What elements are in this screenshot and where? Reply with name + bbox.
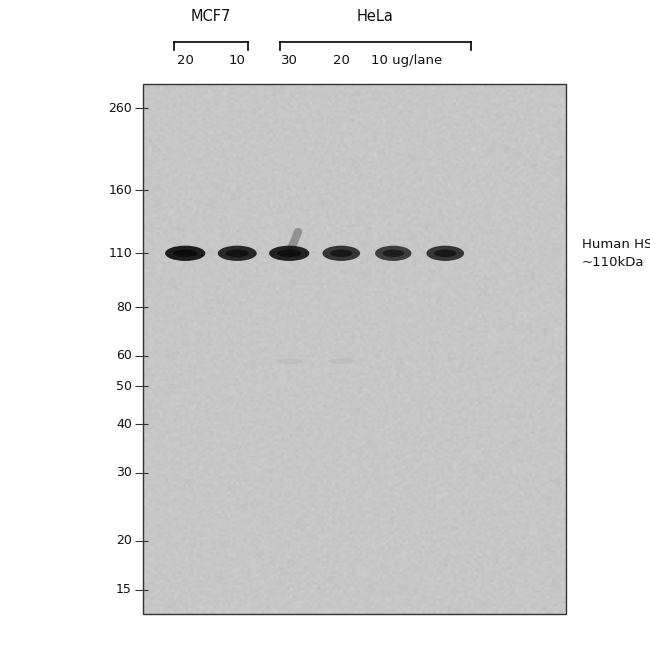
Ellipse shape <box>322 245 360 261</box>
Ellipse shape <box>277 249 302 257</box>
Ellipse shape <box>375 245 411 261</box>
Text: 20: 20 <box>333 54 350 67</box>
Ellipse shape <box>330 249 352 257</box>
Text: 80: 80 <box>116 300 132 313</box>
Text: 110: 110 <box>108 247 132 260</box>
Text: 30: 30 <box>116 466 132 479</box>
Text: MCF7: MCF7 <box>191 9 231 24</box>
Bar <box>143 84 566 614</box>
Ellipse shape <box>382 249 404 257</box>
Text: 15: 15 <box>116 583 132 596</box>
Text: 50: 50 <box>116 380 132 393</box>
Text: HeLa: HeLa <box>357 9 393 24</box>
Ellipse shape <box>269 245 309 261</box>
Ellipse shape <box>328 359 354 364</box>
Ellipse shape <box>218 245 257 261</box>
Text: 20: 20 <box>116 534 132 548</box>
Ellipse shape <box>276 359 302 364</box>
Text: Human HSPA4
~110kDa: Human HSPA4 ~110kDa <box>582 238 650 269</box>
Text: 30: 30 <box>281 54 298 67</box>
FancyArrowPatch shape <box>291 232 298 251</box>
Ellipse shape <box>226 249 249 257</box>
Text: 20: 20 <box>177 54 194 67</box>
Ellipse shape <box>165 245 205 261</box>
Text: 60: 60 <box>116 349 132 362</box>
Text: 10: 10 <box>229 54 246 67</box>
Ellipse shape <box>434 249 456 257</box>
Text: 40: 40 <box>116 417 132 430</box>
Text: 160: 160 <box>108 183 132 196</box>
Ellipse shape <box>173 249 198 257</box>
Text: 260: 260 <box>108 101 132 114</box>
Ellipse shape <box>426 245 464 261</box>
Text: 10 ug/lane: 10 ug/lane <box>370 54 442 67</box>
